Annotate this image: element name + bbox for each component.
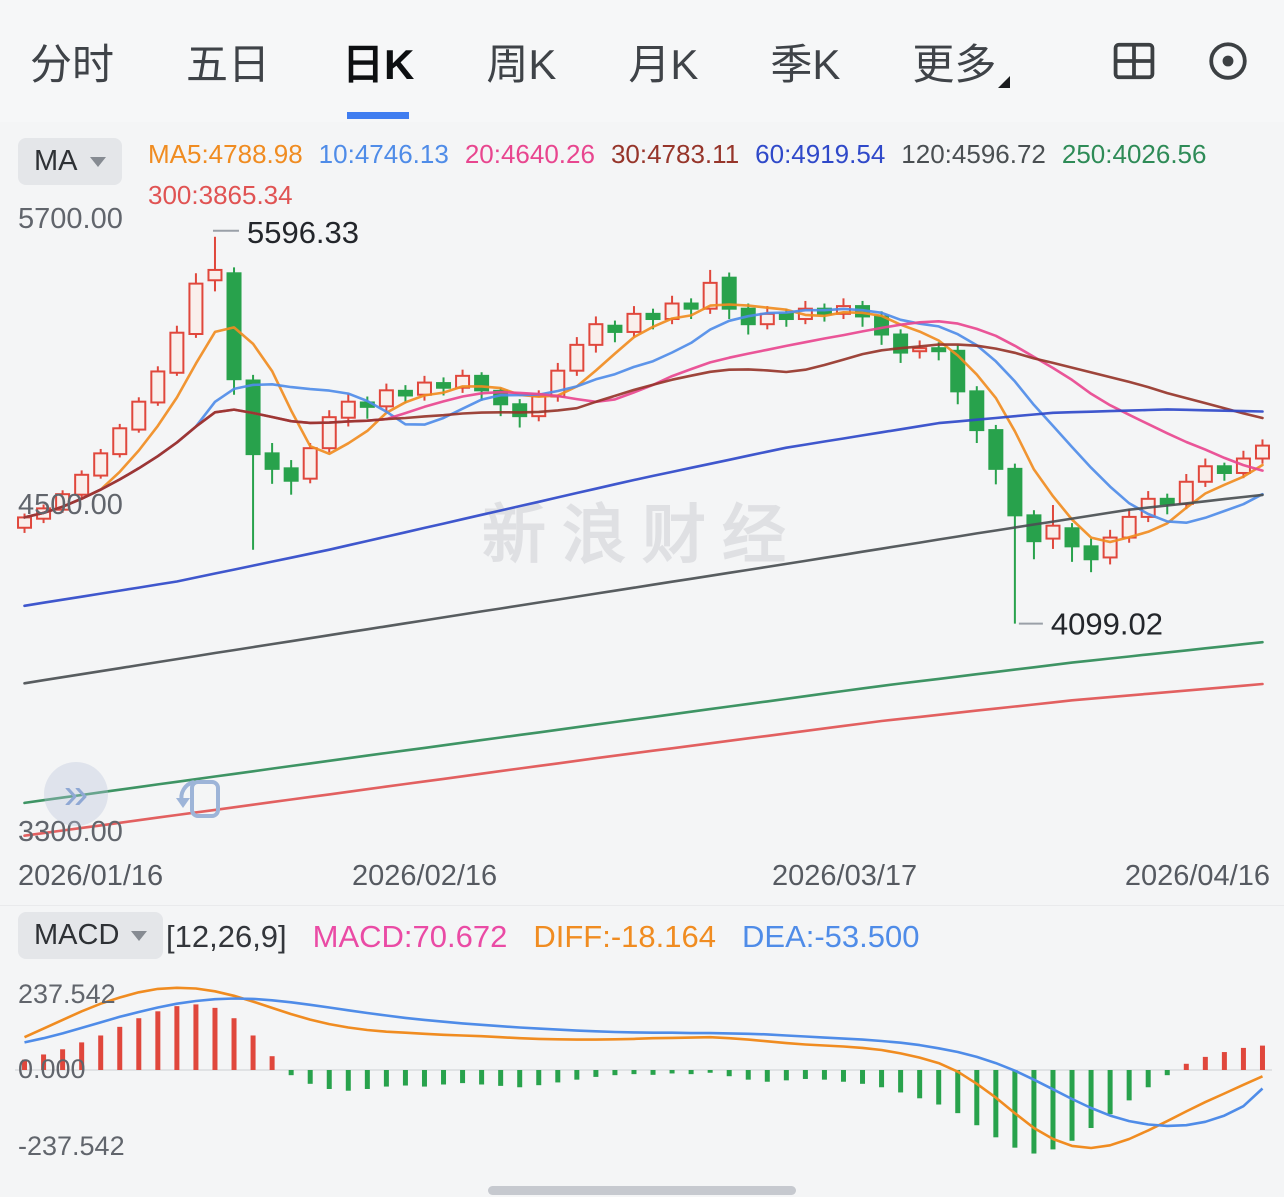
macd-value: MACD:70.672 xyxy=(312,919,508,954)
macd-axis-label-zero: 0.000 xyxy=(18,1054,86,1084)
target-settings-button[interactable] xyxy=(1202,35,1254,87)
tabbar-icons xyxy=(1108,35,1254,87)
tab-label: 季K xyxy=(770,40,841,88)
ma250-value: 250:4026.56 xyxy=(1061,139,1207,169)
expand-tools-button[interactable]: » xyxy=(44,762,108,826)
date-axis: 2026/01/16 2026/02/16 2026/03/17 2026/04… xyxy=(0,860,1284,900)
rotate-screen-button[interactable] xyxy=(172,768,230,826)
macd-params: [12,26,9] xyxy=(166,919,287,954)
ma-indicator-row: MA MA5:4788.98 10:4746.13 20:4640.26 30:… xyxy=(0,136,1280,213)
ma-values: MA5:4788.98 10:4746.13 20:4640.26 30:478… xyxy=(148,136,1280,213)
ma-selector-label: MA xyxy=(34,145,78,177)
ma5-value: MA5:4788.98 xyxy=(148,139,303,169)
ma20-value: 20:4640.26 xyxy=(464,139,595,169)
svg-text:4099.02: 4099.02 xyxy=(1051,607,1163,642)
diff-value: DIFF:-18.164 xyxy=(533,919,716,954)
chevron-down-icon xyxy=(131,930,148,941)
tab-more[interactable]: 更多 xyxy=(912,0,1011,122)
svg-text:5596.33: 5596.33 xyxy=(247,215,359,250)
tab-label: 更多 xyxy=(912,40,997,88)
tab-daily-k[interactable]: 日K xyxy=(342,0,414,122)
scroll-indicator[interactable] xyxy=(488,1186,796,1195)
date-label: 2026/01/16 xyxy=(18,860,164,892)
tab-five-day[interactable]: 五日 xyxy=(186,0,270,122)
price-axis-label-min: 3300.00 xyxy=(18,816,123,848)
rotate-screen-icon xyxy=(176,780,220,818)
macd-axis-label-max: 237.542 xyxy=(18,979,116,1009)
tab-label: 日K xyxy=(342,40,415,88)
tab-minute-line[interactable]: 分时 xyxy=(30,0,114,122)
ma60-value: 60:4919.54 xyxy=(755,139,886,169)
date-label: 2026/02/16 xyxy=(352,860,498,892)
ma10-value: 10:4746.13 xyxy=(318,139,449,169)
tab-label: 月K xyxy=(628,40,699,88)
chevron-down-icon xyxy=(89,156,106,167)
tab-monthly-k[interactable]: 月K xyxy=(628,0,698,122)
grid-layout-button[interactable] xyxy=(1108,35,1160,87)
grid-layout-icon xyxy=(1113,42,1155,80)
panel-divider xyxy=(0,905,1284,906)
ma-selector-button[interactable]: MA xyxy=(18,138,122,185)
macd-axis-label-min: -237.542 xyxy=(18,1131,125,1161)
tab-quarterly-k[interactable]: 季K xyxy=(770,0,840,122)
date-label: 2026/04/16 xyxy=(1124,860,1270,892)
watermark: 新浪财经 xyxy=(482,499,802,571)
macd-selector-label: MACD xyxy=(34,919,120,951)
macd-indicator-row: MACD [12,26,9] MACD:70.672 DIFF:-18.164 … xyxy=(0,912,1284,966)
ma300-value: 300:3865.34 xyxy=(148,180,293,210)
tab-weekly-k[interactable]: 周K xyxy=(486,0,556,122)
candlestick-chart[interactable]: 5596.33 4099.02 xyxy=(0,190,1284,850)
macd-values: [12,26,9] MACD:70.672 DIFF:-18.164 DEA:-… xyxy=(166,919,920,955)
ma30-value: 30:4783.11 xyxy=(610,139,740,169)
price-axis-label-mid: 4500.00 xyxy=(18,489,123,521)
tab-label: 五日 xyxy=(186,40,271,88)
dea-value: DEA:-53.500 xyxy=(742,919,920,954)
dropdown-wedge-icon xyxy=(998,76,1011,88)
ma120-value: 120:4596.72 xyxy=(901,139,1046,169)
date-label: 2026/03/17 xyxy=(772,860,918,892)
tab-label: 周K xyxy=(486,40,557,88)
macd-chart[interactable] xyxy=(0,970,1284,1190)
tab-label: 分时 xyxy=(30,40,115,88)
target-icon xyxy=(1209,42,1247,80)
price-axis-label-max: 5700.00 xyxy=(18,203,123,235)
chart-period-tabbar: 分时 五日 日K 周K 月K 季K 更多 xyxy=(0,0,1284,122)
macd-selector-button[interactable]: MACD xyxy=(18,912,164,959)
